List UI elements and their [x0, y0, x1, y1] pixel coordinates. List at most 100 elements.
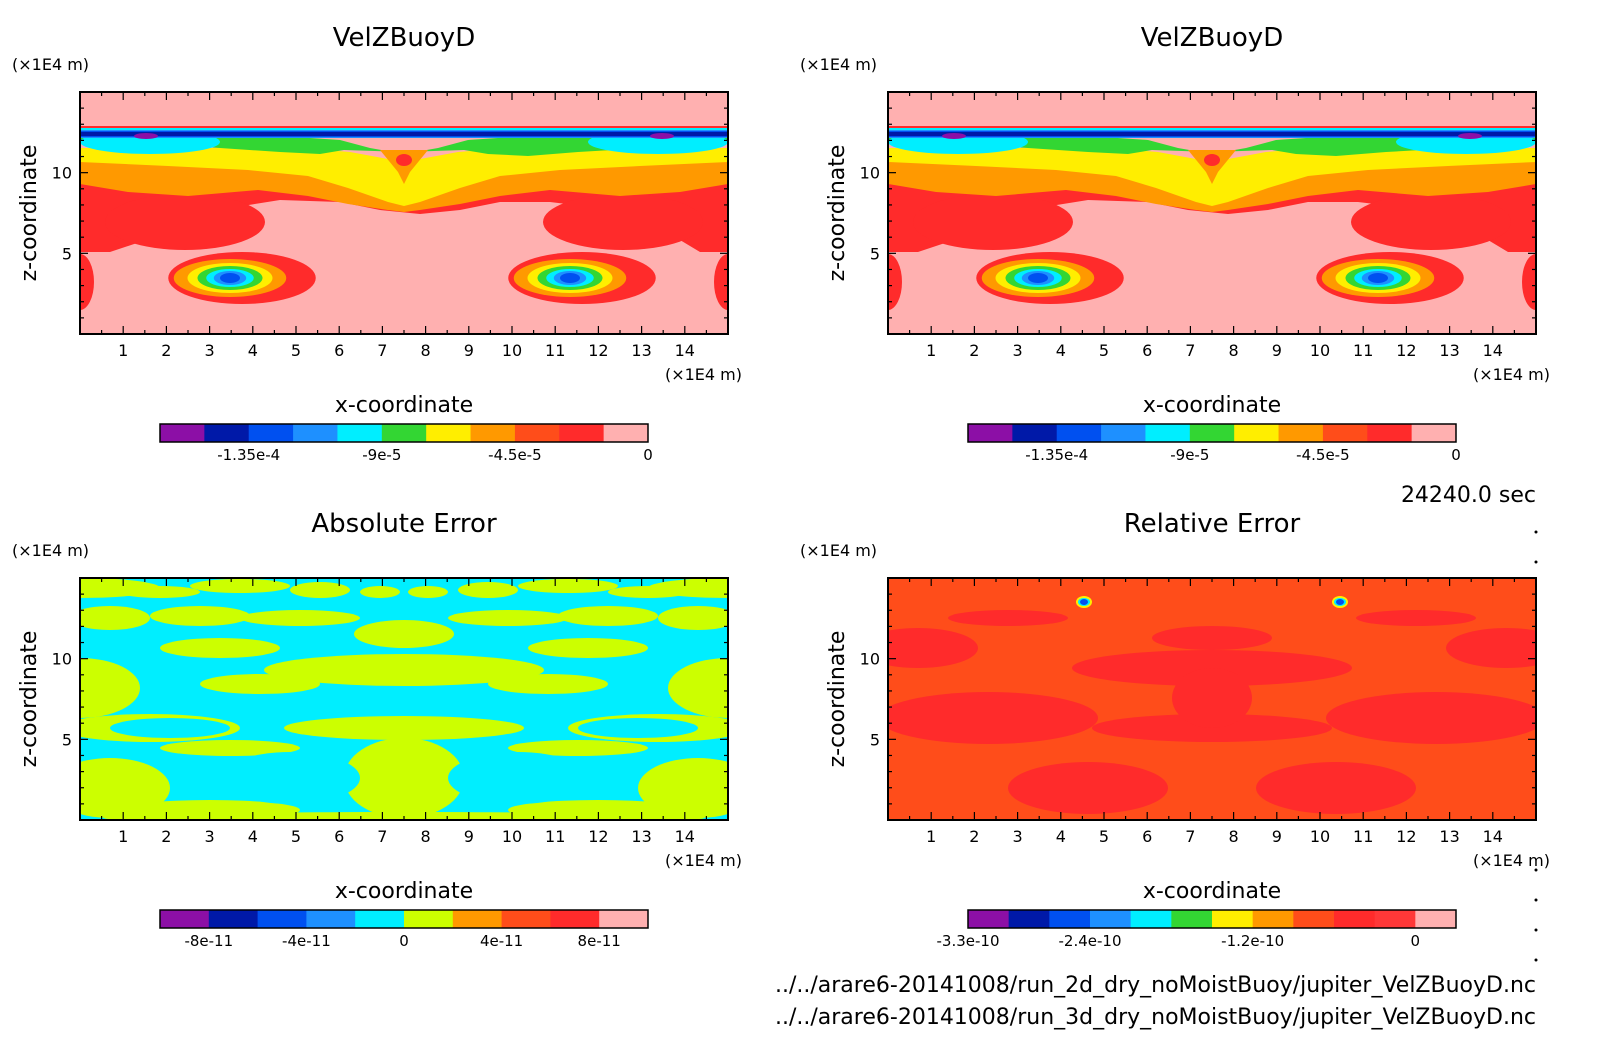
contour-field [888, 578, 1536, 820]
y-tick-label: 10 [860, 164, 880, 183]
contour-purple-spot [942, 133, 966, 139]
contour-region [508, 740, 648, 756]
colorbar-label: 0 [643, 446, 653, 464]
x-tick-label: 14 [1483, 827, 1503, 846]
contour-region [518, 579, 618, 593]
contour-region [488, 674, 608, 694]
contour-region [190, 579, 290, 593]
colorbar-segment [514, 424, 560, 442]
contour-region [240, 610, 360, 626]
colorbar-segment [1234, 424, 1280, 442]
colorbar-label: -4.5e-5 [488, 446, 541, 464]
y-axis-label: z-coordinate [17, 631, 42, 768]
contour-field [80, 92, 728, 334]
x-tick-label: 6 [334, 341, 344, 360]
colorbar-segment [1145, 424, 1191, 442]
contour-edge-red [888, 254, 902, 310]
x-axis-label: x-coordinate [335, 879, 473, 904]
panel-relative-error: Relative Error (×1E4 m) 1 2 3 4 5 6 7 8 9 10 11 12 1… [800, 509, 1550, 950]
x-tick-label: 4 [248, 827, 258, 846]
contour-region [888, 692, 1098, 744]
contour-region [360, 586, 400, 598]
colorbar: -8e-11 -4e-11 0 4e-11 8e-11 [159, 909, 649, 950]
colorbar-label: 4e-11 [480, 932, 523, 950]
x-tick-label: 2 [161, 341, 171, 360]
contour-region [220, 752, 360, 804]
contour-region [528, 638, 648, 658]
file-path-2d: ../../arare6-20141008/run_2d_dry_noMoist… [775, 973, 1536, 998]
x-tick-label: 1 [926, 341, 936, 360]
contour-region [80, 658, 140, 718]
x-axis-label: x-coordinate [1143, 393, 1281, 418]
x-tick-label: 14 [1483, 341, 1503, 360]
colorbar-segment [160, 424, 205, 442]
time-label: 24240.0 sec [1401, 483, 1536, 508]
contour-region [264, 654, 544, 686]
contour-top-line [888, 126, 1536, 128]
x-tick-label: 14 [675, 827, 695, 846]
contour-region [1256, 762, 1416, 814]
x-unit-label: (×1E4 m) [665, 365, 742, 384]
contour-region [458, 582, 518, 598]
colorbar-label: 0 [1411, 932, 1421, 950]
colorbar-segment [306, 910, 356, 928]
contour-region [448, 752, 588, 804]
colorbar-segment [160, 910, 210, 928]
x-tick-label: 5 [1099, 341, 1109, 360]
contour-region [648, 578, 728, 598]
y-tick-label: 5 [62, 244, 72, 263]
panel-title: VelZBuoyD [1141, 23, 1283, 53]
panel-velzbuoyd-right: VelZBuoyD (×1E4 m) 1 2 3 4 5 6 7 8 9 10 11 12 13 1451… [800, 23, 1550, 464]
x-tick-label: 7 [377, 341, 387, 360]
x-tick-label: 11 [545, 827, 565, 846]
contour-darkblue-band [80, 132, 728, 136]
colorbar-segment [452, 910, 503, 928]
contour-darkblue-band [888, 132, 1536, 136]
contour-region [1152, 626, 1272, 650]
x-tick-label: 14 [675, 341, 695, 360]
x-tick-label: 10 [1310, 827, 1330, 846]
x-unit-label: (×1E4 m) [665, 851, 742, 870]
y-axis-label: z-coordinate [825, 145, 850, 282]
colorbar-segment [1334, 910, 1376, 928]
colorbar-label: -4.5e-5 [1296, 446, 1349, 464]
contour-spot-core [1080, 599, 1088, 605]
colorbar-segment [1012, 424, 1058, 442]
contour-red-lobe-left [105, 194, 265, 250]
panel-absolute-error: Absolute Error (×1E4 m) 1 2 3 4 5 6 7 8 9 10 11 12 1… [12, 509, 742, 950]
x-tick-label: 10 [1310, 341, 1330, 360]
colorbar-label: -8e-11 [184, 932, 233, 950]
colorbar-label: -1.35e-4 [217, 446, 280, 464]
contour-region [354, 620, 454, 648]
x-tick-label: 11 [1353, 341, 1373, 360]
x-tick-label: 5 [291, 827, 301, 846]
colorbar-segment [337, 424, 383, 442]
colorbar-segment [1367, 424, 1413, 442]
colorbar-segment [355, 910, 405, 928]
contour-region [1326, 692, 1536, 744]
colorbar-frame [159, 423, 649, 443]
x-tick-label: 4 [1056, 827, 1066, 846]
colorbar-segment [1171, 910, 1213, 928]
contour-region [1356, 610, 1476, 626]
x-tick-label: 12 [1396, 341, 1416, 360]
x-tick-label: 3 [1013, 341, 1023, 360]
panel-title: Relative Error [1124, 509, 1301, 539]
colorbar-segment [968, 910, 1010, 928]
colorbar-segment [501, 910, 551, 928]
contour-edge-red [1522, 254, 1536, 310]
contour-region [160, 638, 280, 658]
y-tick-label: 5 [870, 244, 880, 263]
x-tick-label: 5 [1099, 827, 1109, 846]
colorbar-segment [1322, 424, 1368, 442]
colorbar-segment [1189, 424, 1235, 442]
x-tick-label: 4 [248, 341, 258, 360]
contour-green-band [888, 134, 1536, 156]
contour-red-lobe-right [543, 194, 703, 250]
colorbar-segment [1411, 424, 1457, 442]
contour-region [120, 586, 200, 598]
colorbar-segment [1101, 424, 1146, 442]
x-axis-label: x-coordinate [335, 393, 473, 418]
contour-region [200, 674, 320, 694]
colorbar-segment [426, 424, 472, 442]
